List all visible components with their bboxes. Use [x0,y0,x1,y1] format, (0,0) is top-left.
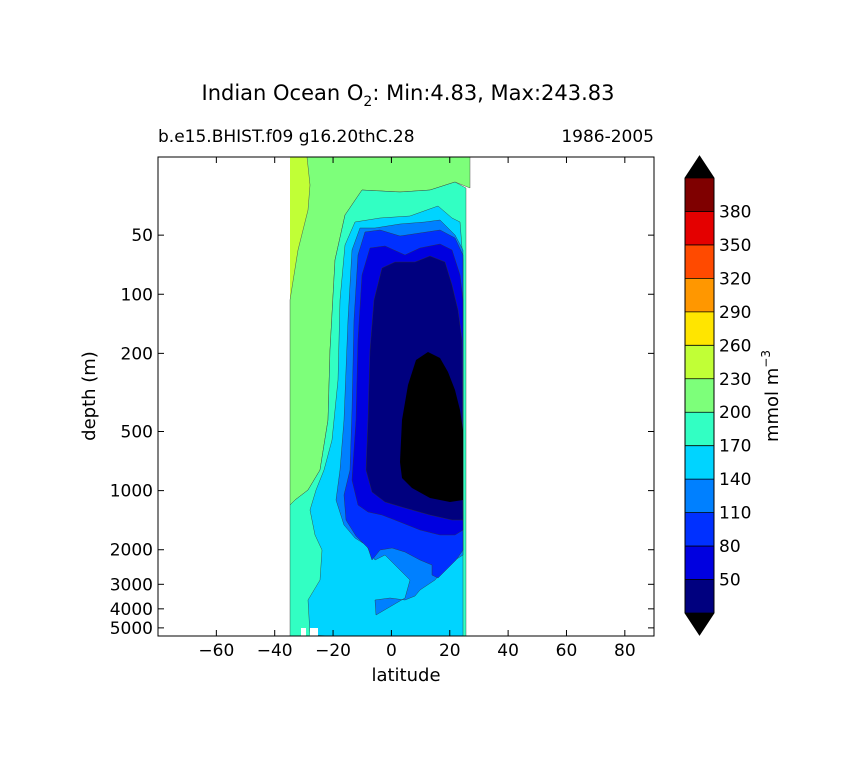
colorbar-tick-label: 50 [719,571,741,591]
title-subscript: 2 [363,94,372,110]
x-tick-label: 0 [386,641,397,661]
colorbar-segment [685,546,714,580]
y-tick-label: 100 [121,285,153,305]
colorbar-segment [685,445,714,480]
y-axis-label: depth (m) [79,351,100,441]
colorbar-segment [685,345,714,379]
y-tick-label: 5000 [110,619,153,639]
x-tick-label: 20 [439,641,461,661]
contour-band-under-20 [400,352,463,502]
colorbar-segment [685,479,714,513]
y-tick-label: 4000 [110,600,153,620]
y-tick-label: 1000 [110,482,153,502]
colorbar-segment [685,579,714,613]
colorbar-tick-label: 350 [719,236,751,256]
colorbar-tick-label: 200 [719,403,751,423]
y-tick-label: 500 [121,423,153,443]
x-axis-ticks: −60 −40 −20 0 20 40 60 80 [198,157,636,661]
x-tick-label: 60 [556,641,578,661]
colorbar-segment [685,244,714,279]
plot-frame [157,156,655,637]
contour-fill-layers [289,157,471,636]
x-tick-label: −60 [198,641,234,661]
bathymetry-notch [310,628,318,636]
colorbar-tick-label: 170 [719,437,751,457]
x-axis-label: latitude [371,665,440,686]
colorbar-tick-label: 320 [719,269,751,289]
colorbar-segment [685,378,714,413]
colorbar-extend-over [685,156,714,178]
colorbar-segment [685,178,714,212]
colorbar-segment [685,278,714,312]
y-tick-label: 200 [121,344,153,364]
x-tick-label: 80 [614,641,636,661]
x-tick-label: 40 [497,641,519,661]
colorbar-outline [684,155,715,636]
chart-title: Indian Ocean O2: Min:4.83, Max:243.83 [202,81,615,110]
colorbar-extend-under [685,613,714,635]
colorbar-tick-label: 80 [719,537,741,557]
bathymetry-notch [301,628,306,636]
colorbar-tick-label: 380 [719,202,751,222]
y-tick-label: 50 [131,226,153,246]
colorbar-segment [685,512,714,547]
colorbar-tick-label: 110 [719,504,751,524]
y-tick-label: 3000 [110,575,153,595]
colorbar-tick-label: 260 [719,336,751,356]
colorbar-tick-label: 140 [719,470,751,490]
subtitle-left: b.e15.BHIST.f09 g16.20thC.28 [158,127,415,147]
colorbar-tick-label: 230 [719,370,751,390]
colorbar-label: mmol m−3 [759,350,783,442]
subtitle-right: 1986-2005 [561,127,654,147]
colorbar: 50 80 110 140 170 200 230 260 290 320 350 380 [684,155,751,636]
colorbar-tick-label: 290 [719,303,751,323]
x-tick-label: −40 [257,641,293,661]
colorbar-label-exponent: −3 [759,350,773,368]
colorbar-segment [685,412,714,446]
y-tick-label: 2000 [110,541,153,561]
x-tick-label: −20 [315,641,351,661]
colorbar-segment [685,311,714,346]
contour-band-230-260 [290,157,310,300]
colorbar-segment [685,211,714,245]
